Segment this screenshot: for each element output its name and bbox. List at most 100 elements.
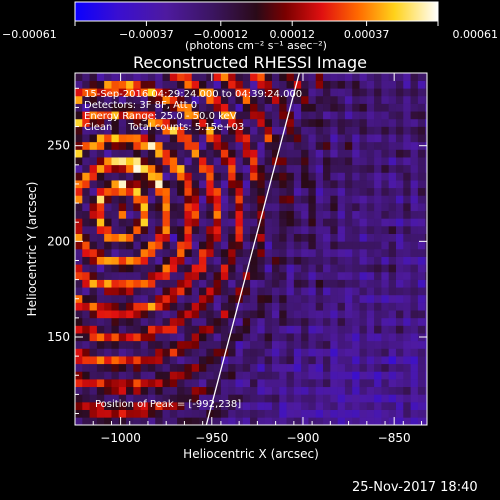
heatmap-cell [213, 325, 222, 334]
heatmap-cell [410, 95, 419, 104]
heatmap-cell [191, 379, 200, 388]
heatmap-cell [96, 233, 105, 242]
heatmap-cell [82, 187, 90, 196]
heatmap-cell [352, 356, 360, 365]
heatmap-cell [410, 195, 419, 204]
heatmap-cell [410, 149, 419, 158]
heatmap-cell [286, 402, 295, 410]
heatmap-cell [147, 386, 156, 395]
heatmap-cell [352, 233, 360, 242]
heatmap-cell [352, 241, 360, 250]
heatmap-cell [191, 340, 200, 349]
heatmap-cell [352, 80, 360, 89]
heatmap-cell [352, 402, 360, 410]
heatmap-cell [75, 402, 83, 410]
heatmap-cell [89, 149, 98, 158]
heatmap-cell [162, 195, 171, 204]
heatmap-cell [337, 203, 346, 212]
heatmap-cell [425, 317, 427, 326]
heatmap-cell [410, 287, 419, 296]
heatmap-cell [279, 302, 287, 311]
heatmap-cell [199, 203, 207, 212]
heatmap-cell [264, 271, 273, 280]
heatmap-cell [82, 118, 90, 127]
heatmap-cell [206, 287, 214, 296]
heatmap-cell [242, 218, 251, 227]
heatmap-cell [374, 287, 382, 296]
heatmap-cell [286, 95, 295, 104]
heatmap-cell [337, 333, 346, 342]
heatmap-cell [89, 386, 98, 395]
heatmap-cell [301, 73, 309, 81]
heatmap-cell [257, 195, 265, 204]
heatmap-cell [279, 226, 287, 234]
heatmap-cell [140, 80, 149, 89]
heatmap-cell [184, 317, 193, 326]
heatmap-cell [250, 402, 258, 410]
heatmap-cell [199, 73, 207, 81]
heatmap-cell [315, 310, 324, 319]
heatmap-cell [388, 218, 397, 227]
heatmap-cell [82, 226, 90, 234]
heatmap-cell [271, 111, 280, 120]
heatmap-cell [374, 417, 382, 425]
heatmap-cell [140, 187, 149, 196]
heatmap-cell [271, 356, 280, 365]
heatmap-cell [177, 386, 185, 395]
heatmap-cell [140, 394, 149, 403]
heatmap-cell [104, 73, 112, 81]
heatmap-cell [308, 103, 317, 112]
heatmap-cell [82, 271, 90, 280]
heatmap-cell [286, 340, 295, 349]
heatmap-cell [213, 210, 222, 219]
heatmap-cell [220, 417, 229, 425]
heatmap-cell [162, 409, 171, 418]
heatmap-cell [352, 164, 360, 173]
heatmap-cell [293, 180, 302, 189]
heatmap-cell [388, 279, 397, 288]
heatmap-cell [242, 111, 251, 120]
heatmap-cell [271, 203, 280, 212]
heatmap-cell [118, 287, 127, 296]
heatmap-cell [133, 325, 141, 334]
heatmap-cell [162, 226, 171, 234]
heatmap-cell [352, 203, 360, 212]
heatmap-cell [213, 340, 222, 349]
heatmap-cell [169, 379, 178, 388]
heatmap-cell [162, 394, 171, 403]
heatmap-cell [352, 187, 360, 196]
heatmap-cell [359, 73, 368, 81]
chart-title: Reconstructed RHESSI Image [133, 53, 367, 72]
heatmap-cell [184, 279, 193, 288]
heatmap-cell [75, 172, 83, 181]
heatmap-cell [155, 241, 163, 250]
heatmap-cell [359, 317, 368, 326]
heatmap-cell [213, 88, 222, 97]
heatmap-cell [337, 287, 346, 296]
heatmap-cell [96, 210, 105, 219]
heatmap-cell [410, 271, 419, 280]
heatmap-cell [403, 195, 411, 204]
heatmap-cell [323, 241, 331, 250]
heatmap-cell [366, 386, 375, 395]
heatmap-cell [374, 134, 382, 143]
heatmap-cell [425, 180, 427, 189]
heatmap-cell [308, 80, 317, 89]
heatmap-cell [264, 310, 273, 319]
heatmap-cell [206, 187, 214, 196]
heatmap-cell [344, 325, 353, 334]
heatmap-cell [220, 180, 229, 189]
heatmap-cell [147, 302, 156, 311]
heatmap-cell [147, 195, 156, 204]
heatmap-cell [177, 417, 185, 425]
heatmap-cell [184, 417, 193, 425]
heatmap-cell [374, 348, 382, 357]
heatmap-cell [395, 210, 404, 219]
heatmap-cell [213, 271, 222, 280]
heatmap-cell [301, 394, 309, 403]
heatmap-cell [279, 210, 287, 219]
heatmap-cell [264, 348, 273, 357]
heatmap-cell [140, 417, 149, 425]
heatmap-cell [199, 325, 207, 334]
heatmap-cell [118, 88, 127, 97]
